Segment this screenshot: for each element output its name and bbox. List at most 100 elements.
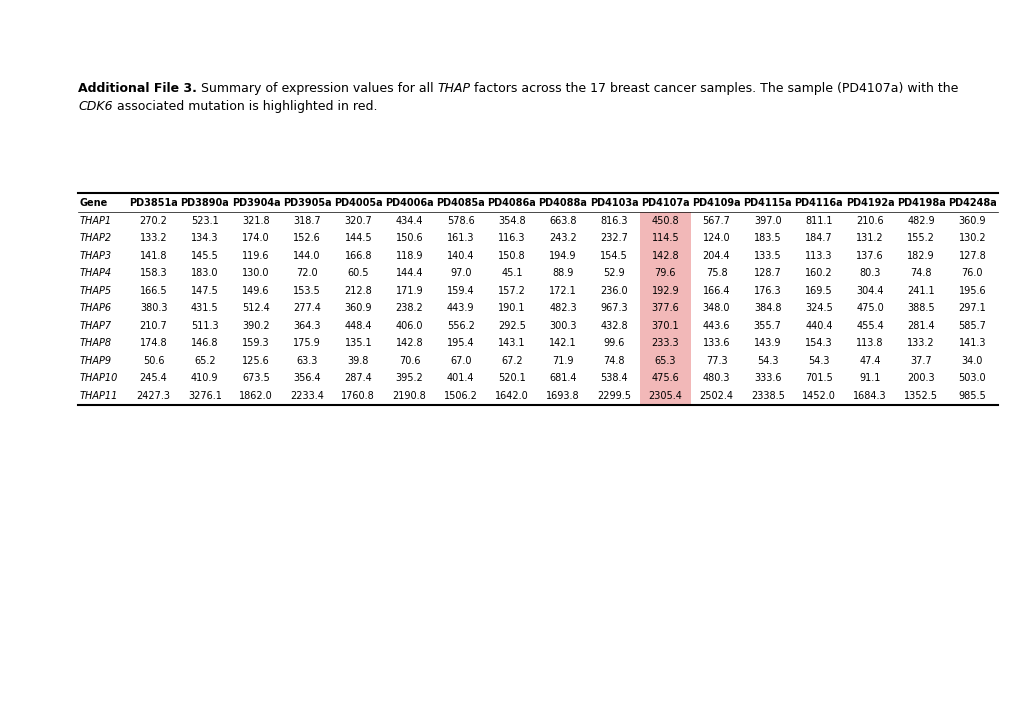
Text: THAP10: THAP10 <box>79 373 118 383</box>
Text: 166.5: 166.5 <box>140 286 167 296</box>
Text: 158.3: 158.3 <box>140 269 167 278</box>
Text: 34.0: 34.0 <box>961 356 982 366</box>
Text: Gene: Gene <box>79 197 108 207</box>
Text: 97.0: 97.0 <box>449 269 471 278</box>
Text: 503.0: 503.0 <box>958 373 985 383</box>
Text: 113.3: 113.3 <box>804 251 832 261</box>
Text: 277.4: 277.4 <box>292 303 321 313</box>
Text: 183.0: 183.0 <box>191 269 218 278</box>
Text: 39.8: 39.8 <box>347 356 369 366</box>
Text: 401.4: 401.4 <box>446 373 474 383</box>
Text: 395.2: 395.2 <box>395 373 423 383</box>
Text: Summary of expression values for all: Summary of expression values for all <box>197 82 437 95</box>
Text: 99.6: 99.6 <box>603 338 625 348</box>
Text: 538.4: 538.4 <box>600 373 628 383</box>
Text: 2502.4: 2502.4 <box>699 391 733 401</box>
Text: 1642.0: 1642.0 <box>494 391 528 401</box>
Text: 292.5: 292.5 <box>497 320 525 330</box>
Text: THAP: THAP <box>437 82 470 95</box>
Text: 192.9: 192.9 <box>651 286 679 296</box>
Text: 377.6: 377.6 <box>651 303 679 313</box>
Text: THAP1: THAP1 <box>79 216 112 226</box>
Text: 370.1: 370.1 <box>651 320 679 330</box>
Text: 133.2: 133.2 <box>140 233 167 243</box>
Text: 124.0: 124.0 <box>702 233 730 243</box>
Text: 133.5: 133.5 <box>753 251 781 261</box>
Text: 985.5: 985.5 <box>958 391 985 401</box>
Text: 1506.2: 1506.2 <box>443 391 477 401</box>
Text: PD4103a: PD4103a <box>589 197 638 207</box>
Text: 146.8: 146.8 <box>191 338 218 348</box>
Text: 434.4: 434.4 <box>395 216 423 226</box>
Text: 1693.8: 1693.8 <box>545 391 579 401</box>
Text: 410.9: 410.9 <box>191 373 218 383</box>
Text: PD4192a: PD4192a <box>845 197 894 207</box>
Text: 71.9: 71.9 <box>551 356 574 366</box>
Text: 190.1: 190.1 <box>497 303 525 313</box>
Text: 128.7: 128.7 <box>753 269 781 278</box>
Text: 210.7: 210.7 <box>140 320 167 330</box>
Text: 673.5: 673.5 <box>242 373 270 383</box>
Text: 480.3: 480.3 <box>702 373 730 383</box>
Text: 236.0: 236.0 <box>600 286 628 296</box>
Text: 161.3: 161.3 <box>446 233 474 243</box>
Text: 182.9: 182.9 <box>907 251 934 261</box>
Text: 133.2: 133.2 <box>907 338 934 348</box>
Text: 578.6: 578.6 <box>446 216 474 226</box>
Text: 183.5: 183.5 <box>753 233 781 243</box>
Text: 2299.5: 2299.5 <box>596 391 631 401</box>
Text: 88.9: 88.9 <box>551 269 573 278</box>
Text: 475.0: 475.0 <box>855 303 883 313</box>
Text: THAP7: THAP7 <box>79 320 112 330</box>
Text: 157.2: 157.2 <box>497 286 525 296</box>
Text: 333.6: 333.6 <box>753 373 781 383</box>
Text: 243.2: 243.2 <box>548 233 577 243</box>
Text: 443.9: 443.9 <box>446 303 474 313</box>
Text: 388.5: 388.5 <box>907 303 934 313</box>
Text: 200.3: 200.3 <box>907 373 934 383</box>
Text: THAP5: THAP5 <box>79 286 112 296</box>
Text: 159.4: 159.4 <box>446 286 474 296</box>
Text: 2190.8: 2190.8 <box>392 391 426 401</box>
Text: 159.3: 159.3 <box>242 338 269 348</box>
Text: 50.6: 50.6 <box>143 356 164 366</box>
Text: 150.8: 150.8 <box>497 251 525 261</box>
Text: 320.7: 320.7 <box>344 216 372 226</box>
Text: 131.2: 131.2 <box>855 233 883 243</box>
Text: 701.5: 701.5 <box>804 373 832 383</box>
Text: 91.1: 91.1 <box>859 373 879 383</box>
Text: 2305.4: 2305.4 <box>648 391 682 401</box>
Text: PD3851a: PD3851a <box>129 197 177 207</box>
Text: 75.8: 75.8 <box>705 269 727 278</box>
Text: 166.4: 166.4 <box>702 286 730 296</box>
Text: 72.0: 72.0 <box>296 269 318 278</box>
Text: 2338.5: 2338.5 <box>750 391 784 401</box>
Text: 455.4: 455.4 <box>855 320 883 330</box>
Text: PD3905a: PD3905a <box>282 197 331 207</box>
Text: 140.4: 140.4 <box>446 251 474 261</box>
Text: 210.6: 210.6 <box>855 216 883 226</box>
Text: 475.6: 475.6 <box>651 373 679 383</box>
Text: 663.8: 663.8 <box>548 216 576 226</box>
Text: 65.2: 65.2 <box>194 356 215 366</box>
Text: PD4006a: PD4006a <box>385 197 433 207</box>
Text: 390.2: 390.2 <box>242 320 269 330</box>
Text: 171.9: 171.9 <box>395 286 423 296</box>
Text: 79.6: 79.6 <box>654 269 676 278</box>
Text: 70.6: 70.6 <box>398 356 420 366</box>
Text: 137.6: 137.6 <box>855 251 883 261</box>
Text: 155.2: 155.2 <box>907 233 934 243</box>
Text: 118.9: 118.9 <box>395 251 423 261</box>
Text: 80.3: 80.3 <box>859 269 879 278</box>
Text: 380.3: 380.3 <box>140 303 167 313</box>
Text: 356.4: 356.4 <box>293 373 321 383</box>
Text: 443.6: 443.6 <box>702 320 730 330</box>
Text: PD4086a: PD4086a <box>487 197 536 207</box>
Text: 194.9: 194.9 <box>548 251 576 261</box>
Text: 141.8: 141.8 <box>140 251 167 261</box>
Text: 245.4: 245.4 <box>140 373 167 383</box>
Text: 431.5: 431.5 <box>191 303 218 313</box>
Text: 174.8: 174.8 <box>140 338 167 348</box>
Text: 1760.8: 1760.8 <box>341 391 375 401</box>
Text: PD4248a: PD4248a <box>947 197 996 207</box>
